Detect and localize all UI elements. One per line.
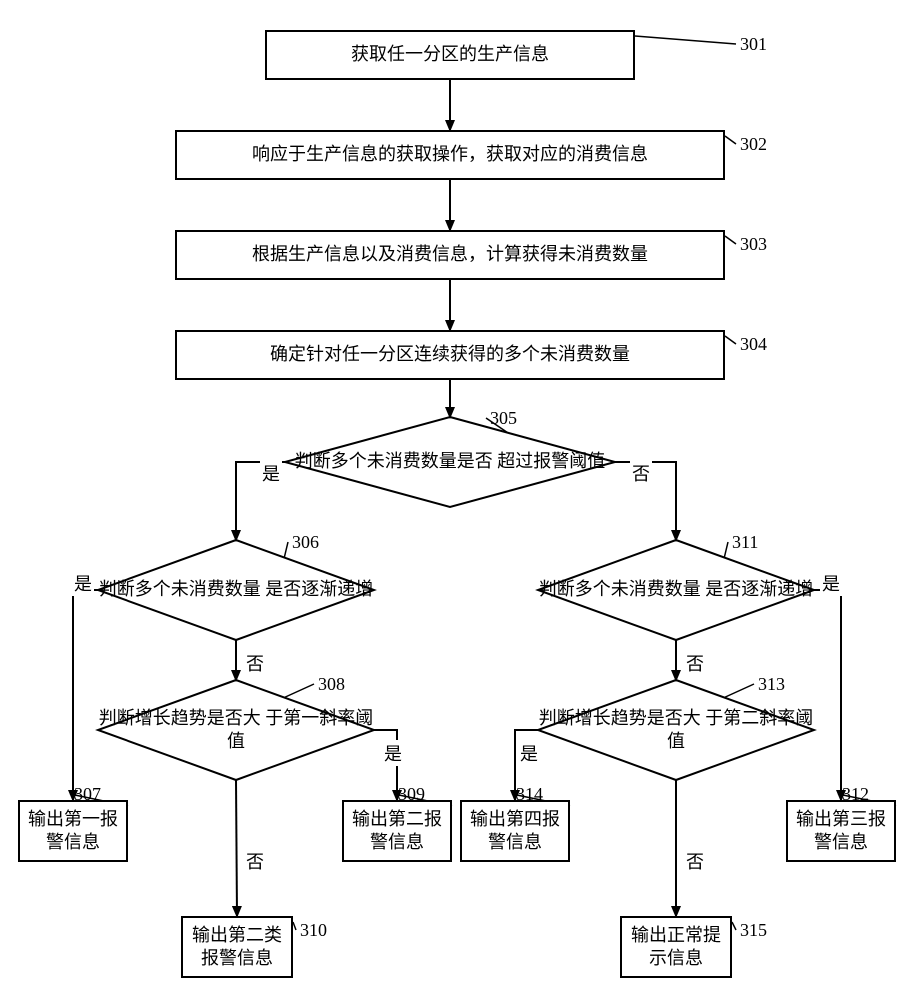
label-304: 304 xyxy=(740,334,767,355)
edge-311-no: 否 xyxy=(684,650,706,676)
step-303: 根据生产信息以及消费信息，计算获得未消费数量 xyxy=(175,230,725,280)
step-301-text: 获取任一分区的生产信息 xyxy=(351,43,549,66)
label-307: 307 xyxy=(74,784,101,805)
step-312: 输出第三报 警信息 xyxy=(786,800,896,862)
edge-308-no: 否 xyxy=(244,848,266,874)
step-310-text: 输出第二类 报警信息 xyxy=(189,924,285,971)
label-315: 315 xyxy=(740,920,767,941)
step-307: 输出第一报 警信息 xyxy=(18,800,128,862)
step-315: 输出正常提 示信息 xyxy=(620,916,732,978)
step-304-text: 确定针对任一分区连续获得的多个未消费数量 xyxy=(270,343,630,366)
label-306: 306 xyxy=(292,532,319,553)
step-307-text: 输出第一报 警信息 xyxy=(26,808,120,855)
label-313: 313 xyxy=(758,674,785,695)
edge-313-no: 否 xyxy=(684,848,706,874)
step-301: 获取任一分区的生产信息 xyxy=(265,30,635,80)
label-303: 303 xyxy=(740,234,767,255)
step-314-text: 输出第四报 警信息 xyxy=(468,808,562,855)
label-308: 308 xyxy=(318,674,345,695)
label-314: 314 xyxy=(516,784,543,805)
step-309: 输出第二报 警信息 xyxy=(342,800,452,862)
edge-311-yes: 是 xyxy=(820,570,842,596)
label-301: 301 xyxy=(740,34,767,55)
edge-308-yes: 是 xyxy=(382,740,404,766)
label-305: 305 xyxy=(490,408,517,429)
step-309-text: 输出第二报 警信息 xyxy=(350,808,444,855)
step-315-text: 输出正常提 示信息 xyxy=(628,924,724,971)
step-312-text: 输出第三报 警信息 xyxy=(794,808,888,855)
step-302: 响应于生产信息的获取操作，获取对应的消费信息 xyxy=(175,130,725,180)
step-303-text: 根据生产信息以及消费信息，计算获得未消费数量 xyxy=(252,243,648,266)
edge-305-yes: 是 xyxy=(260,460,282,486)
label-309: 309 xyxy=(398,784,425,805)
edge-305-no: 否 xyxy=(630,460,652,486)
edge-306-no: 否 xyxy=(244,650,266,676)
label-311: 311 xyxy=(732,532,758,553)
step-314: 输出第四报 警信息 xyxy=(460,800,570,862)
edge-313-yes: 是 xyxy=(518,740,540,766)
step-310: 输出第二类 报警信息 xyxy=(181,916,293,978)
flowchart-canvas: 获取任一分区的生产信息 响应于生产信息的获取操作，获取对应的消费信息 根据生产信… xyxy=(0,0,903,1000)
step-304: 确定针对任一分区连续获得的多个未消费数量 xyxy=(175,330,725,380)
label-302: 302 xyxy=(740,134,767,155)
edge-306-yes: 是 xyxy=(72,570,94,596)
label-312: 312 xyxy=(842,784,869,805)
label-310: 310 xyxy=(300,920,327,941)
step-302-text: 响应于生产信息的获取操作，获取对应的消费信息 xyxy=(252,143,648,166)
